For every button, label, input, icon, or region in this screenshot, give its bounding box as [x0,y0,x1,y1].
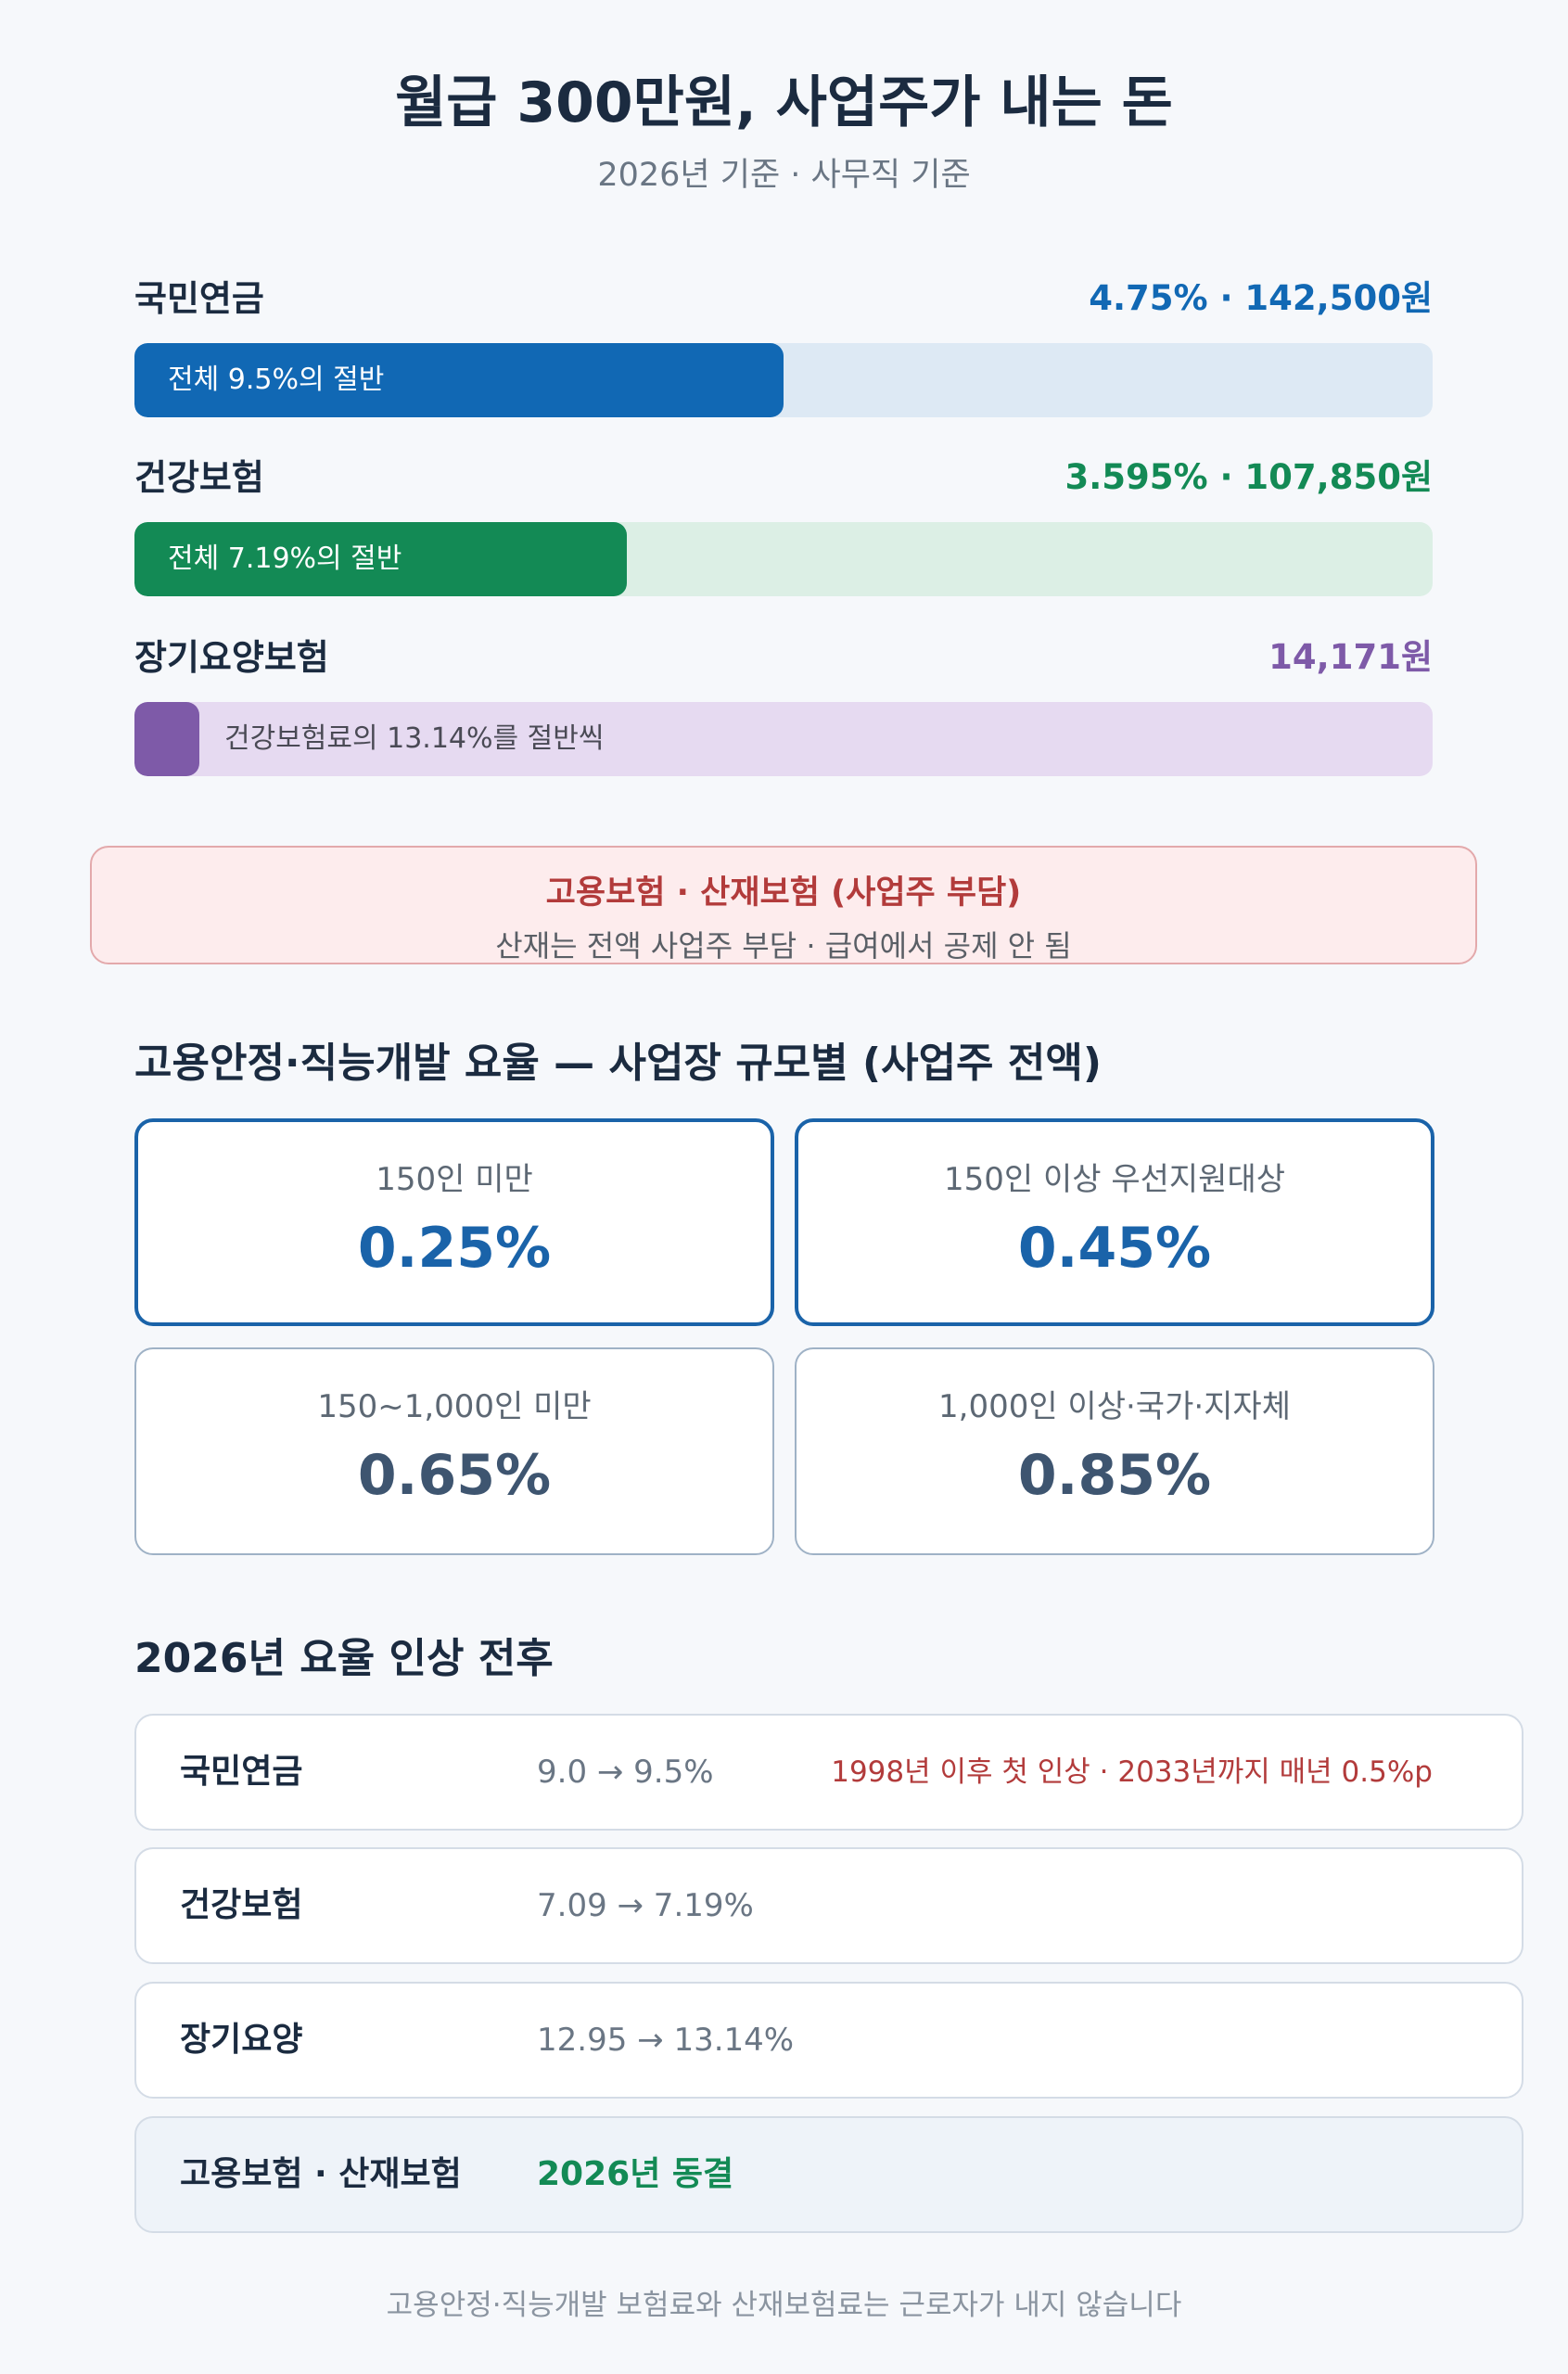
comparison-change: 12.95 → 13.14% [537,2022,795,2059]
rate-card-value: 0.25% [357,1216,552,1281]
notice-title: 고용보험 · 산재보험 (사업주 부담) [545,874,1022,912]
insurance-value: 3.595% · 107,850원 [1064,457,1434,497]
insurance-bar-track: 전체 7.19%의 절반 [134,522,1433,596]
insurance-bar-label: 전체 9.5%의 절반 [168,364,385,396]
comparison-row: 고용보험 · 산재보험 2026년 동결 [134,2116,1523,2233]
comparison-name: 국민연금 [180,1753,303,1791]
comparison-section-title: 2026년 요율 인상 전후 [134,1635,554,1682]
insurance-value: 14,171원 [1268,637,1433,677]
insurance-value: 4.75% · 142,500원 [1089,278,1433,318]
insurance-name: 건강보험 [134,456,264,498]
insurance-bar-fill [134,343,784,417]
insurance-bar-label: 건강보험료의 13.14%를 절반씩 [224,722,605,755]
rate-card: 150인 미만 0.25% [134,1118,774,1326]
rate-card: 150인 이상 우선지원대상 0.45% [795,1118,1434,1326]
page-title: 월급 300만원, 사업주가 내는 돈 [395,70,1173,135]
insurance-row-health: 건강보험 3.595% · 107,850원 전체 7.19%의 절반 [134,446,1433,596]
insurance-row-care: 장기요양보험 14,171원 건강보험료의 13.14%를 절반씩 [134,626,1433,776]
page-subtitle: 2026년 기준 · 사무직 기준 [597,157,971,194]
insurance-bar-label: 전체 7.19%의 절반 [168,542,402,575]
employer-burden-notice: 고용보험 · 산재보험 (사업주 부담) 산재는 전액 사업주 부담 · 급여에… [90,846,1477,964]
comparison-name: 건강보험 [180,1886,303,1924]
rate-card-label: 150인 미만 [376,1161,533,1198]
rate-card: 1,000인 이상·국가·지자체 0.85% [795,1347,1434,1555]
insurance-bar-fill [134,522,627,596]
comparison-name: 장기요양 [180,2021,303,2059]
footer-note: 고용안정·직능개발 보험료와 산재보험료는 근로자가 내지 않습니다 [386,2289,1182,2322]
comparison-name: 고용보험 · 산재보험 [180,2155,462,2193]
rate-card-label: 1,000인 이상·국가·지자체 [938,1388,1291,1425]
rate-card-label: 150인 이상 우선지원대상 [943,1161,1286,1198]
comparison-row: 건강보험 7.09 → 7.19% [134,1847,1523,1964]
comparison-change: 9.0 → 9.5% [537,1754,714,1791]
rate-card-value: 0.45% [1017,1216,1212,1281]
comparison-change: 7.09 → 7.19% [537,1887,754,1924]
insurance-row-pension: 국민연금 4.75% · 142,500원 전체 9.5%의 절반 [134,267,1433,417]
rate-card-value: 0.65% [357,1443,552,1508]
insurance-name: 장기요양보험 [134,636,329,678]
insurance-bar-track: 건강보험료의 13.14%를 절반씩 [134,702,1433,776]
rate-card-value: 0.85% [1017,1443,1212,1508]
notice-subtitle: 산재는 전액 사업주 부담 · 급여에서 공제 안 됨 [495,928,1072,964]
insurance-bar-track: 전체 9.5%의 절반 [134,343,1433,417]
insurance-bar-fill [134,702,199,776]
rate-card-label: 150~1,000인 미만 [317,1388,592,1425]
comparison-row: 국민연금 9.0 → 9.5% 1998년 이후 첫 인상 · 2033년까지 … [134,1714,1523,1831]
comparison-note: 1998년 이후 첫 인상 · 2033년까지 매년 0.5%p [831,1755,1433,1789]
insurance-name: 국민연금 [134,277,264,319]
comparison-frozen-badge: 2026년 동결 [537,2155,734,2193]
comparison-row: 장기요양 12.95 → 13.14% [134,1982,1523,2099]
rate-card: 150~1,000인 미만 0.65% [134,1347,774,1555]
rates-section-title: 고용안정·직능개발 요율 — 사업장 규모별 (사업주 전액) [134,1040,1102,1087]
